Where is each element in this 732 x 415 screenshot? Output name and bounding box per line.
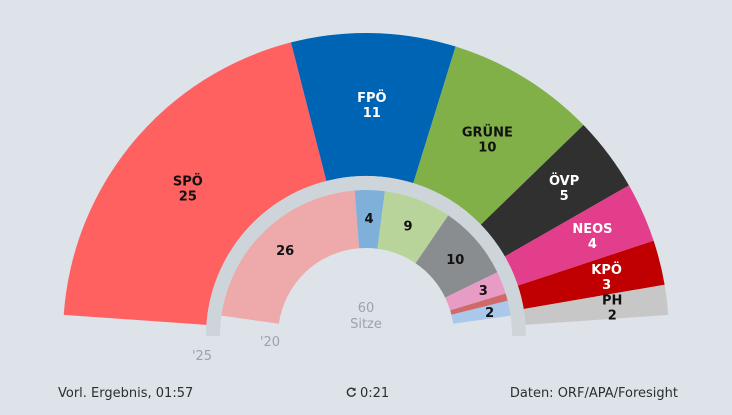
outer-label-neos: NEOS 4 bbox=[572, 222, 612, 252]
refresh-icon[interactable] bbox=[345, 386, 357, 398]
outer-label-gruene: GRÜNE 10 bbox=[462, 124, 513, 155]
outer-party-name: KPÖ bbox=[591, 262, 622, 278]
result-status: Vorl. Ergebnis, 01:57 bbox=[58, 386, 194, 401]
outer-seat-count: 10 bbox=[478, 140, 496, 155]
outer-year-label: '25 bbox=[192, 349, 212, 364]
footer: Vorl. Ergebnis, 01:57 0:21 Daten: ORF/AP… bbox=[0, 382, 732, 406]
outer-segment-gruene bbox=[413, 46, 584, 225]
refresh-timer[interactable]: 0:21 bbox=[345, 386, 389, 401]
inner-segment-kpoe bbox=[450, 293, 508, 315]
outer-seat-count: 5 bbox=[560, 189, 569, 204]
outer-party-name: NEOS bbox=[572, 222, 612, 237]
outer-party-name: SPÖ bbox=[173, 173, 203, 189]
outer-seat-count: 25 bbox=[179, 189, 197, 204]
outer-party-name: FPÖ bbox=[357, 90, 386, 106]
outer-label-kpoe: KPÖ 3 bbox=[591, 262, 622, 293]
total-seats-label: Sitze bbox=[350, 317, 382, 332]
inner-ring: 26 4 9 10 3 2 bbox=[221, 189, 511, 324]
outer-party-name: ÖVP bbox=[549, 173, 579, 189]
outer-label-spoe: SPÖ 25 bbox=[173, 173, 203, 204]
refresh-timer-value: 0:21 bbox=[360, 386, 390, 401]
outer-segment-oevp bbox=[480, 125, 629, 257]
outer-seat-count: 3 bbox=[602, 278, 611, 293]
inner-seat-count-spoe: 26 bbox=[276, 244, 294, 259]
inner-seat-count-gruene: 9 bbox=[404, 220, 413, 235]
inner-segment-spoe bbox=[221, 190, 360, 324]
inner-seat-count-fpoe: 4 bbox=[365, 212, 374, 227]
outer-label-fpoe: FPÖ 11 bbox=[357, 90, 386, 121]
outer-party-name: PH bbox=[602, 293, 622, 308]
outer-seat-count: 4 bbox=[588, 237, 597, 252]
total-seats-number: 60 bbox=[358, 301, 375, 316]
inner-segment-ph bbox=[451, 300, 511, 324]
outer-segment-fpoe bbox=[290, 33, 456, 184]
inner-year-label: '20 bbox=[260, 335, 280, 350]
inner-seat-count-neos: 3 bbox=[479, 284, 488, 299]
inner-seat-count-oevp: 10 bbox=[446, 253, 464, 268]
outer-segment-spoe bbox=[63, 42, 327, 325]
outer-segment-neos bbox=[504, 185, 654, 286]
inner-segment-oevp bbox=[415, 215, 498, 298]
data-source: Daten: ORF/APA/Foresight bbox=[509, 386, 678, 401]
outer-segment-kpoe bbox=[517, 240, 665, 309]
outer-label-oevp: ÖVP 5 bbox=[549, 173, 579, 204]
inner-segment-fpoe bbox=[354, 189, 385, 249]
inner-seat-count-ph: 2 bbox=[485, 306, 494, 321]
inner-segment-gruene bbox=[377, 191, 449, 264]
outer-seat-count: 11 bbox=[363, 106, 381, 121]
outer-label-ph: PH 2 bbox=[602, 293, 622, 323]
inner-segment-neos bbox=[445, 272, 506, 311]
outer-seat-count: 2 bbox=[608, 308, 617, 323]
outer-party-name: GRÜNE bbox=[462, 124, 513, 140]
outer-segment-ph bbox=[523, 284, 669, 325]
